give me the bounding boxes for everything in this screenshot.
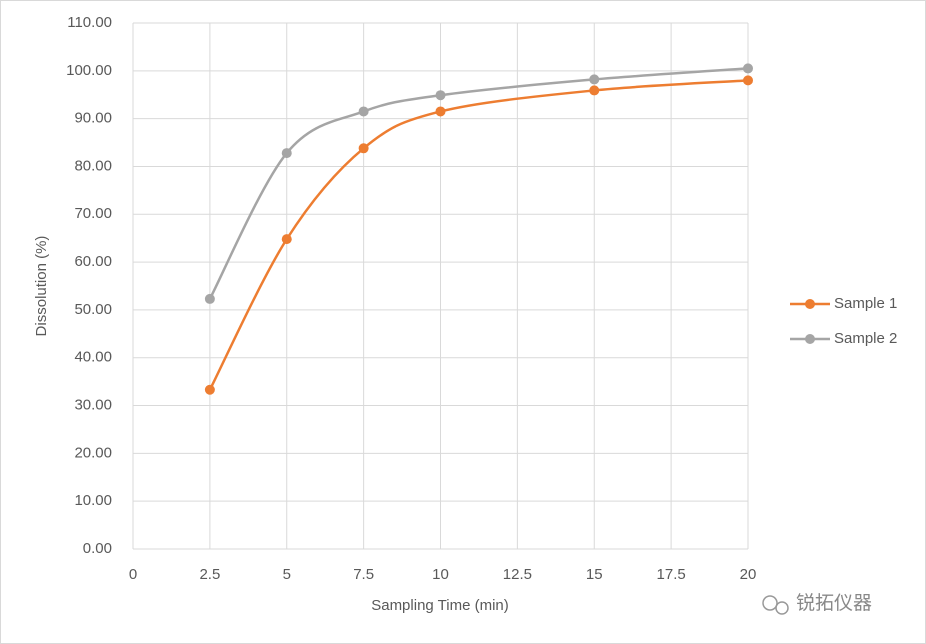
y-tick-label: 110.00 (67, 14, 112, 31)
x-axis-title: Sampling Time (min) (371, 597, 509, 614)
y-tick-label: 20.00 (74, 444, 112, 461)
data-point (281, 148, 292, 159)
data-point (281, 234, 292, 245)
legend-marker (805, 299, 815, 309)
x-tick-label: 17.5 (657, 566, 686, 583)
data-point (435, 106, 446, 117)
y-tick-label: 50.00 (74, 301, 112, 318)
y-tick-label: 40.00 (74, 349, 112, 366)
y-tick-label: 70.00 (74, 205, 112, 222)
data-point (589, 74, 600, 85)
y-tick-label: 100.00 (66, 62, 112, 79)
x-tick-label: 0 (129, 566, 137, 583)
series-line (208, 67, 749, 300)
data-point (204, 293, 215, 304)
data-point (204, 384, 215, 395)
x-tick-label: 15 (586, 566, 603, 583)
legend-label: Sample 1 (834, 295, 897, 312)
x-tick-label: 20 (740, 566, 757, 583)
y-tick-label: 80.00 (74, 157, 112, 174)
series-line (208, 79, 749, 391)
y-tick-label: 60.00 (74, 253, 112, 270)
data-point (358, 143, 369, 154)
data-point (358, 106, 369, 117)
y-tick-label: 90.00 (74, 110, 112, 127)
data-point (743, 75, 753, 86)
y-tick-label: 10.00 (74, 492, 112, 509)
y-axis-title: Dissolution (%) (33, 236, 50, 337)
legend-label: Sample 2 (834, 330, 897, 347)
x-tick-label: 5 (283, 566, 291, 583)
y-tick-label: 30.00 (74, 397, 112, 414)
x-tick-label: 10 (432, 566, 449, 583)
watermark-icon (762, 595, 789, 615)
data-point (589, 85, 600, 96)
y-tick-label: 0.00 (83, 540, 112, 557)
data-point (435, 90, 446, 101)
x-tick-label: 2.5 (199, 566, 220, 583)
x-tick-label: 7.5 (353, 566, 374, 583)
watermark: 锐拓仪器 (796, 592, 872, 614)
legend-marker (805, 334, 815, 344)
data-point (743, 63, 753, 74)
x-tick-label: 12.5 (503, 566, 532, 583)
